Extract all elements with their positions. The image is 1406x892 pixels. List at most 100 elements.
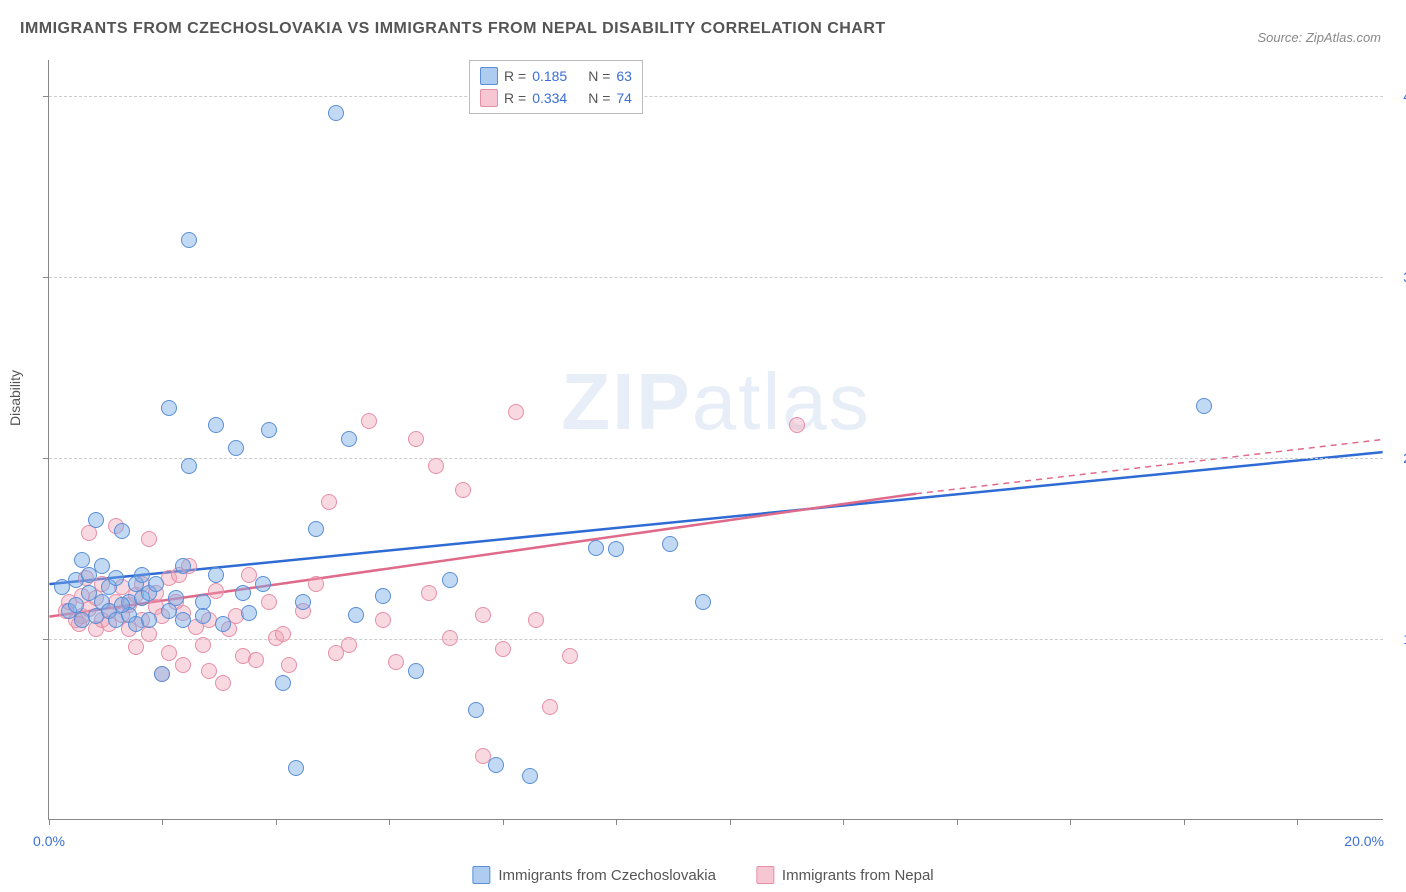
scatter-point [281, 657, 297, 673]
scatter-point [114, 523, 130, 539]
scatter-point [128, 639, 144, 655]
legend-row: R = 0.334 N = 74 [480, 87, 632, 109]
legend-r-label: R = [504, 90, 526, 106]
scatter-point [94, 558, 110, 574]
trend-lines [49, 60, 1383, 819]
gridline [49, 639, 1383, 640]
scatter-point [321, 494, 337, 510]
scatter-point [562, 648, 578, 664]
scatter-point [175, 558, 191, 574]
scatter-point [528, 612, 544, 628]
scatter-point [181, 232, 197, 248]
scatter-point [348, 607, 364, 623]
legend-item: Immigrants from Nepal [756, 866, 934, 884]
y-tick [43, 96, 49, 97]
scatter-point [308, 576, 324, 592]
y-tick [43, 277, 49, 278]
scatter-point [522, 768, 538, 784]
x-tick [616, 819, 617, 825]
scatter-point [455, 482, 471, 498]
legend-correlation: R = 0.185 N = 63 R = 0.334 N = 74 [469, 60, 643, 114]
legend-label: Immigrants from Nepal [782, 867, 934, 884]
x-tick [49, 819, 50, 825]
scatter-point [468, 702, 484, 718]
y-tick [43, 639, 49, 640]
scatter-point [488, 757, 504, 773]
scatter-point [608, 541, 624, 557]
scatter-point [88, 512, 104, 528]
scatter-point [308, 521, 324, 537]
scatter-point [495, 641, 511, 657]
scatter-point [195, 637, 211, 653]
scatter-point [588, 540, 604, 556]
chart-title: IMMIGRANTS FROM CZECHOSLOVAKIA VS IMMIGR… [20, 20, 886, 38]
scatter-point [154, 666, 170, 682]
scatter-point [68, 597, 84, 613]
watermark-rest: atlas [692, 357, 871, 446]
scatter-point [255, 576, 271, 592]
gridline [49, 96, 1383, 97]
scatter-point [375, 612, 391, 628]
scatter-point [421, 585, 437, 601]
legend-n-label: N = [588, 68, 610, 84]
legend-swatch [480, 67, 498, 85]
scatter-point [208, 583, 224, 599]
scatter-point [328, 105, 344, 121]
x-tick [162, 819, 163, 825]
scatter-point [141, 626, 157, 642]
legend-item: Immigrants from Czechoslovakia [472, 866, 716, 884]
legend-swatch [480, 89, 498, 107]
source-attribution: Source: ZipAtlas.com [1257, 30, 1381, 45]
x-tick [389, 819, 390, 825]
scatter-point [288, 760, 304, 776]
legend-row: R = 0.185 N = 63 [480, 65, 632, 87]
legend-swatch [756, 866, 774, 884]
legend-label: Immigrants from Czechoslovakia [498, 867, 716, 884]
scatter-point [695, 594, 711, 610]
legend-n-value: 74 [616, 90, 632, 106]
x-tick [730, 819, 731, 825]
scatter-point [408, 431, 424, 447]
scatter-point [201, 663, 217, 679]
y-tick [43, 458, 49, 459]
scatter-point [475, 607, 491, 623]
legend-swatch [472, 866, 490, 884]
scatter-point [408, 663, 424, 679]
x-tick [1070, 819, 1071, 825]
scatter-point [175, 657, 191, 673]
scatter-point [508, 404, 524, 420]
chart-plot-area: ZIPatlas R = 0.185 N = 63 R = 0.334 N = … [48, 60, 1383, 820]
x-tick-label: 20.0% [1344, 833, 1384, 849]
scatter-point [195, 608, 211, 624]
scatter-point [235, 585, 251, 601]
scatter-point [134, 567, 150, 583]
x-tick [843, 819, 844, 825]
scatter-point [248, 652, 264, 668]
legend-series: Immigrants from Czechoslovakia Immigrant… [472, 866, 933, 884]
gridline [49, 458, 1383, 459]
legend-r-value: 0.185 [532, 68, 582, 84]
scatter-point [275, 675, 291, 691]
scatter-point [141, 531, 157, 547]
watermark-bold: ZIP [561, 357, 691, 446]
scatter-point [161, 645, 177, 661]
legend-n-label: N = [588, 90, 610, 106]
x-tick [957, 819, 958, 825]
scatter-point [168, 590, 184, 606]
y-axis-label: Disability [7, 370, 23, 426]
x-tick [503, 819, 504, 825]
legend-r-label: R = [504, 68, 526, 84]
legend-r-value: 0.334 [532, 90, 582, 106]
scatter-point [114, 597, 130, 613]
scatter-point [215, 616, 231, 632]
scatter-point [375, 588, 391, 604]
scatter-point [241, 605, 257, 621]
scatter-point [175, 612, 191, 628]
scatter-point [141, 612, 157, 628]
scatter-point [81, 567, 97, 583]
scatter-point [662, 536, 678, 552]
scatter-point [215, 675, 231, 691]
x-tick [1184, 819, 1185, 825]
scatter-point [181, 458, 197, 474]
scatter-point [542, 699, 558, 715]
